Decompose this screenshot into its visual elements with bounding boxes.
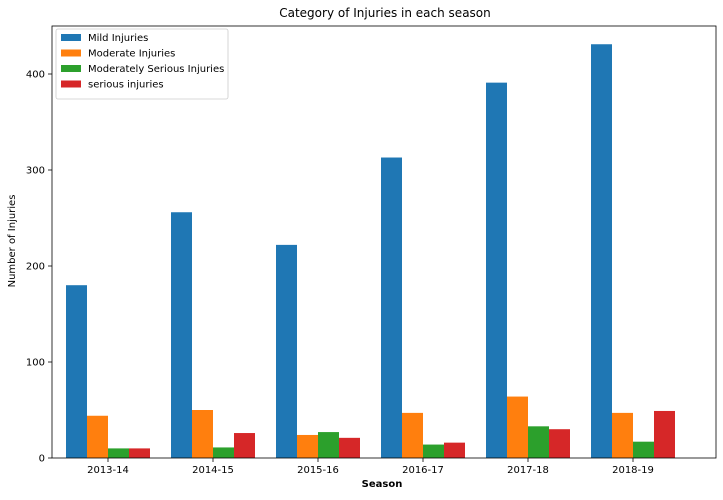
y-axis-label: Number of Injuries	[7, 195, 18, 288]
bar-moderate-injuries-2016-17	[402, 412, 423, 458]
x-tick-label-2015-16: 2015-16	[297, 465, 339, 476]
bar-mild-injuries-2016-17	[381, 157, 402, 458]
bar-mild-injuries-2014-15	[171, 212, 192, 458]
bar-serious-injuries-2014-15	[234, 433, 255, 458]
bar-moderate-injuries-2015-16	[297, 434, 318, 458]
legend-swatch-2	[61, 65, 81, 72]
bar-moderately-serious-injuries-2014-15	[213, 447, 234, 458]
y-tick-label-100: 100	[26, 358, 45, 369]
legend-box	[55, 28, 229, 100]
bars-group	[66, 44, 675, 459]
x-axis-label: Season	[362, 479, 403, 490]
bar-serious-injuries-2013-14	[129, 448, 150, 458]
bar-mild-injuries-2015-16	[276, 244, 297, 458]
y-tick-label-400: 400	[26, 70, 45, 81]
legend-label-2: Moderately Serious Injuries	[88, 64, 224, 75]
bar-moderate-injuries-2013-14	[87, 415, 108, 458]
x-tick-label-2018-19: 2018-19	[612, 465, 654, 476]
legend-swatch-3	[61, 80, 81, 88]
y-tick-label-200: 200	[26, 262, 45, 273]
bar-moderate-injuries-2017-18	[507, 396, 528, 458]
legend: Mild Injuries Moderate Injuries Moderately…	[55, 28, 229, 100]
bar-moderately-serious-injuries-2013-14	[108, 448, 129, 458]
legend-swatch-0	[61, 34, 81, 41]
axes-group: 0 100 200 300 400 2013-14 2014-15 2015-16 2016-1…	[26, 25, 717, 476]
bar-moderate-injuries-2014-15	[192, 410, 213, 458]
bar-moderately-serious-injuries-2018-19	[633, 441, 654, 458]
y-tick-label-300: 300	[26, 166, 45, 177]
bar-moderately-serious-injuries-2015-16	[318, 432, 339, 458]
bar-mild-injuries-2017-18	[486, 82, 507, 458]
plot-frame	[51, 25, 717, 459]
legend-label-3: serious injuries	[88, 80, 164, 91]
y-tick-label-0: 0	[39, 454, 45, 465]
bar-serious-injuries-2018-19	[654, 410, 675, 458]
x-tick-label-2013-14: 2013-14	[87, 465, 129, 476]
bar-moderate-injuries-2018-19	[612, 412, 633, 458]
legend-label-0: Mild Injuries	[88, 33, 148, 44]
bar-serious-injuries-2015-16	[339, 437, 360, 458]
legend-label-1: Moderate Injuries	[88, 49, 175, 60]
bar-mild-injuries-2013-14	[66, 285, 87, 458]
x-tick-label-2016-17: 2016-17	[402, 465, 444, 476]
bar-mild-injuries-2018-19	[591, 44, 612, 459]
bar-moderately-serious-injuries-2017-18	[528, 426, 549, 458]
bar-serious-injuries-2016-17	[444, 442, 465, 458]
x-tick-label-2014-15: 2014-15	[192, 465, 234, 476]
x-tick-label-2017-18: 2017-18	[507, 465, 549, 476]
bar-moderately-serious-injuries-2016-17	[423, 444, 444, 458]
bar-serious-injuries-2017-18	[549, 429, 570, 458]
legend-swatch-1	[61, 49, 81, 57]
chart-title: Category of Injuries in each season	[279, 6, 491, 20]
